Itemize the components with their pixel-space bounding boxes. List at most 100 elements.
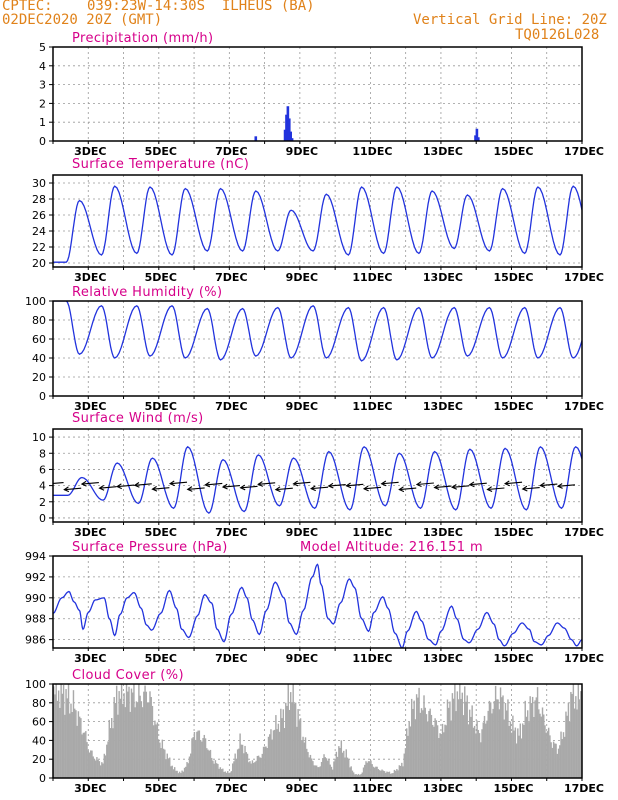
x-tick-label: 13DEC <box>423 652 463 665</box>
cloud-bar <box>171 765 173 778</box>
wind-arrow-shaft <box>275 487 293 491</box>
cloud-bar <box>161 739 164 778</box>
wind-arrow <box>539 482 558 489</box>
cloud-bar <box>302 736 304 778</box>
cloud-bar <box>378 770 381 778</box>
x-tick-label: 9DEC <box>286 782 318 795</box>
cloud-bar <box>264 746 266 778</box>
y-tick-label: 0 <box>39 135 46 148</box>
wind-arrow <box>221 483 240 490</box>
cloud-bar <box>208 750 210 778</box>
cloud-bar <box>322 758 324 778</box>
y-tick-label: 6 <box>39 463 46 476</box>
precip-bar <box>289 131 292 141</box>
cloud-bar <box>427 721 429 778</box>
cloud-bar <box>468 709 471 778</box>
cloud-bar <box>467 724 470 778</box>
cloud-bar <box>444 724 446 778</box>
cloud-bar <box>359 775 361 778</box>
cloud-bar <box>288 709 291 778</box>
wind-arrow-head <box>521 485 528 492</box>
wind-arrow <box>503 480 523 487</box>
cloud-bar <box>452 698 455 778</box>
cloud-bar <box>528 722 530 778</box>
cloud-bar <box>431 724 434 778</box>
cloud-bar <box>107 741 109 778</box>
cloud-bar <box>552 741 555 778</box>
cloud-bar <box>76 725 78 778</box>
cloud-bar <box>522 723 524 778</box>
cloud-bar <box>175 770 177 778</box>
cloud-bar <box>245 752 247 778</box>
cloud-bar <box>182 771 185 778</box>
cloud-bar <box>494 685 497 778</box>
cloud-bar <box>186 762 188 778</box>
cloud-bar <box>560 731 562 778</box>
x-tick-label: 13DEC <box>423 271 463 284</box>
wind-arrow <box>168 480 188 487</box>
cloud-bar <box>241 744 244 778</box>
y-tick-label: 3 <box>39 79 46 92</box>
cloud-bar <box>66 698 69 778</box>
panel-frame <box>52 683 583 779</box>
cloud-bar <box>244 745 246 778</box>
cloud-bar <box>475 733 477 778</box>
cloud-bar <box>146 702 149 778</box>
cloud-bar <box>220 769 223 778</box>
cloud-bar <box>473 725 476 778</box>
precip-bar <box>475 128 479 141</box>
cloud-bar <box>56 700 59 778</box>
cloud-bar <box>207 749 209 778</box>
cloud-bar <box>298 720 301 778</box>
panel-frame <box>52 428 583 523</box>
x-tick-label: 11DEC <box>352 400 392 413</box>
cloud-bar <box>459 684 461 778</box>
cloud-bar <box>334 758 336 778</box>
cloud-bar <box>255 760 257 778</box>
wind-arrow-shaft <box>487 487 505 491</box>
cloud-bar <box>152 725 155 778</box>
wind-arrow-shaft <box>416 482 434 486</box>
cloud-bar <box>257 755 260 778</box>
y-tick-label: 60 <box>32 333 46 346</box>
cloud-bar <box>518 735 520 778</box>
x-tick-label: 3DEC <box>74 271 106 284</box>
wind-arrow <box>433 484 452 491</box>
cloud-bar <box>265 746 267 778</box>
cloud-bar <box>183 767 186 778</box>
wind-arrow <box>362 485 382 492</box>
wind-arrow <box>380 480 399 487</box>
header-grid-note: Vertical Grid Line: 20Z <box>413 12 607 28</box>
humidity-data <box>53 301 582 362</box>
pressure-series-line <box>53 563 582 648</box>
cloud-bar <box>580 691 582 778</box>
panel-cloud: 0 20 40 60 80 100 3DEC 5DEC 7DEC 9DEC 11DEC 13DEC 15… <box>25 668 604 795</box>
cloud-bar <box>69 713 71 778</box>
cloud-bar <box>535 697 538 778</box>
y-tick-label: 26 <box>32 209 46 222</box>
cloud-bar <box>122 704 124 778</box>
cloud-bar <box>94 760 97 778</box>
cloud-bar <box>367 761 370 778</box>
wind-arrow <box>116 483 135 490</box>
x-tick-label: 9DEC <box>286 526 318 539</box>
wind-arrow-head <box>292 480 299 487</box>
cloud-bar <box>97 759 99 778</box>
cloud-bar <box>62 684 65 778</box>
cloud-bar <box>340 740 343 778</box>
cloud-bar <box>129 711 131 778</box>
cloud-bar <box>404 748 407 778</box>
cloud-bar <box>376 766 378 778</box>
wind-arrow <box>556 483 575 489</box>
cloud-bar <box>225 772 228 778</box>
wind-arrow-shaft <box>469 482 487 486</box>
cloud-bar <box>164 749 166 778</box>
cloud-bar <box>402 766 404 778</box>
x-tick-label: 7DEC <box>215 145 247 158</box>
cloud-bar <box>375 766 377 778</box>
wind-arrow-head <box>415 481 422 488</box>
wind-arrow-shaft <box>363 486 382 490</box>
cloud-bar <box>396 769 398 778</box>
cloud-bar <box>420 708 423 778</box>
